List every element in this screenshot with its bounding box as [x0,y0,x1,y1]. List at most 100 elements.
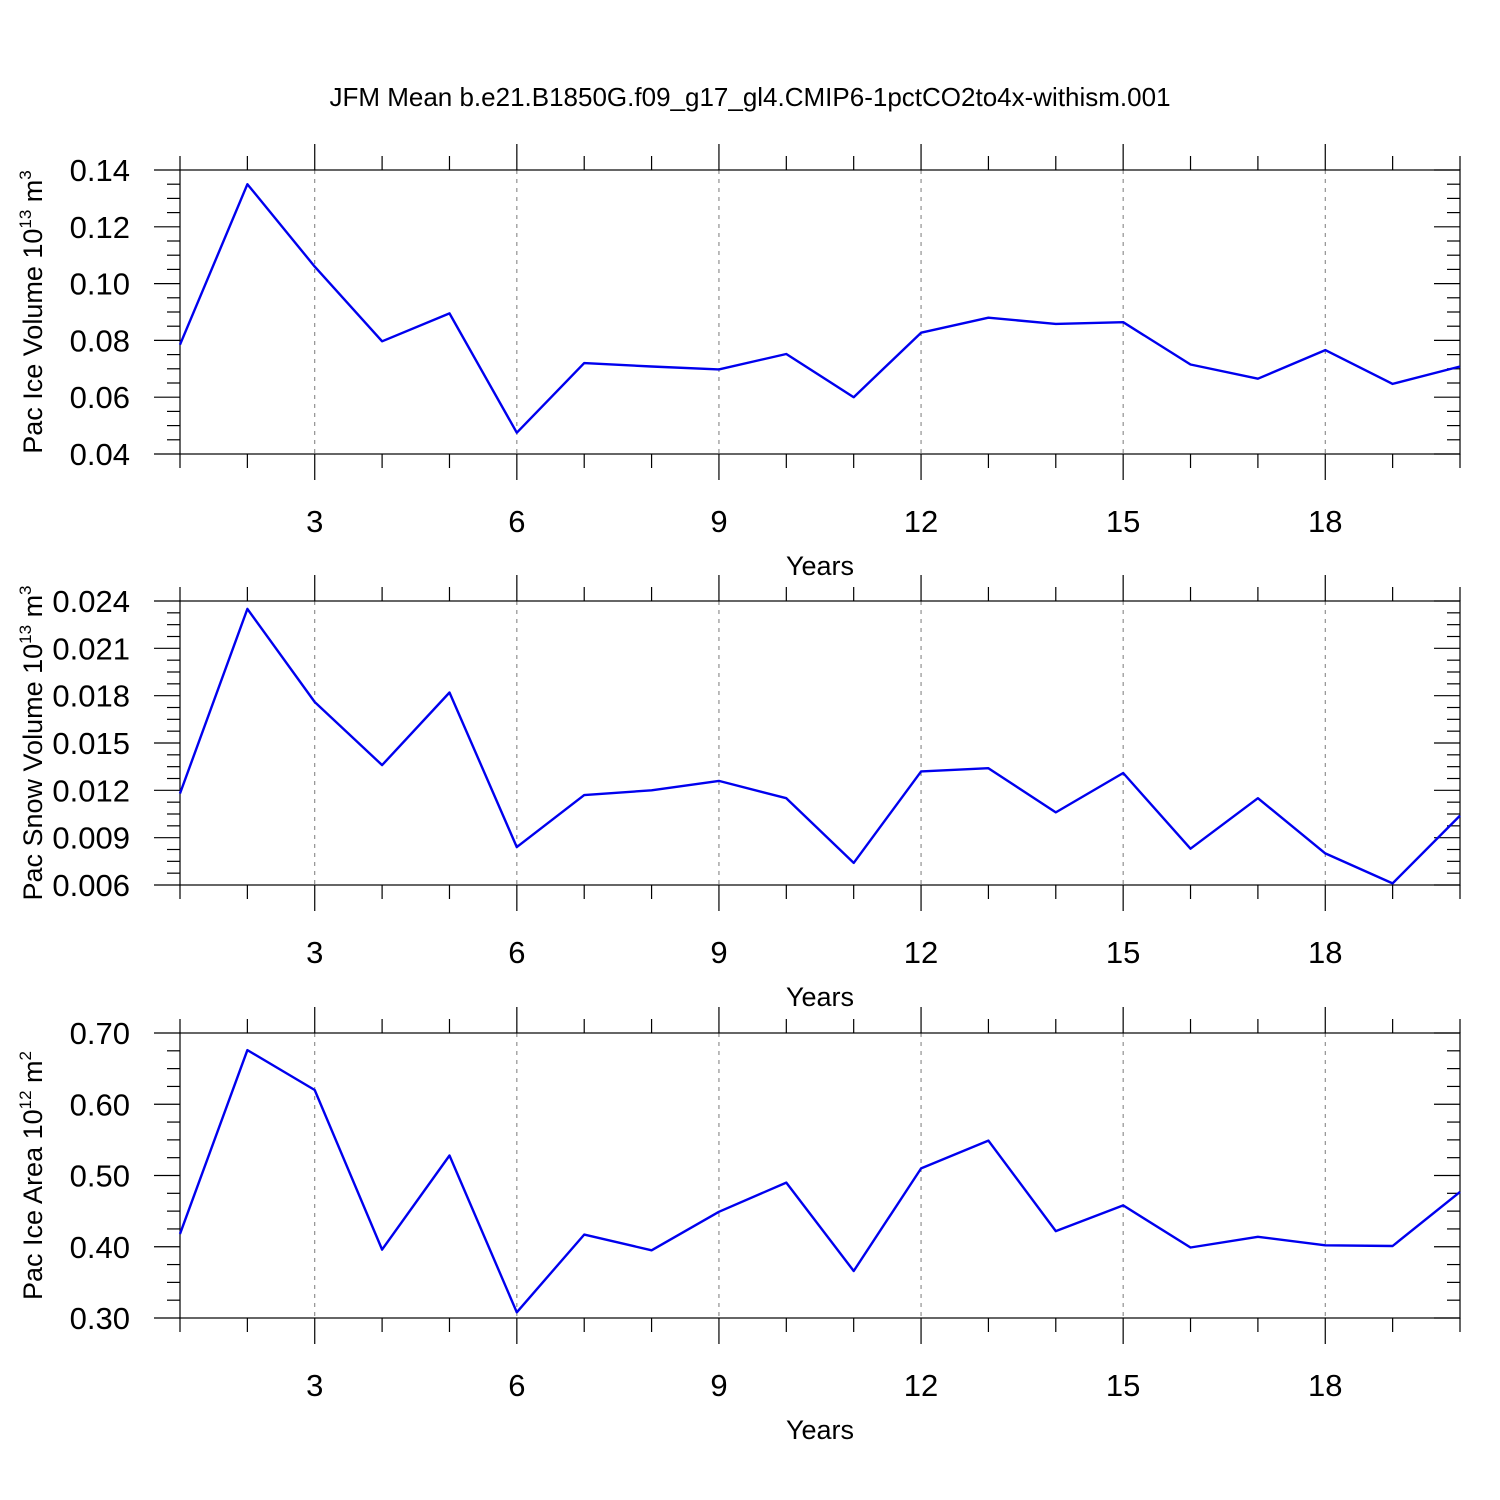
data-point [178,1232,182,1236]
x-tick-label: 12 [904,504,938,539]
x-tick-label: 6 [508,504,525,539]
data-point [1121,1203,1125,1207]
y-tick-label: 0.024 [52,584,130,619]
y-tick-label: 0.04 [70,437,130,472]
y-tick-label: 0.021 [52,631,130,666]
x-axis-label: Years [786,551,854,581]
x-tick-label: 9 [710,504,727,539]
y-tick-label: 0.018 [52,679,130,714]
data-point [1054,322,1058,326]
data-point [986,766,990,770]
x-tick-label: 15 [1106,504,1140,539]
data-point [1391,382,1395,386]
data-point [784,352,788,356]
data-point [650,1248,654,1252]
data-point [1458,1190,1462,1194]
y-tick-label: 0.08 [70,323,130,358]
data-point [582,793,586,797]
data-point [986,1139,990,1143]
x-tick-label: 3 [306,504,323,539]
x-axis-label: Years [786,1415,854,1445]
x-tick-label: 12 [904,1368,938,1403]
data-point [582,361,586,365]
data-point [784,796,788,800]
y-tick-label: 0.015 [52,726,130,761]
data-point [380,763,384,767]
y-tick-label: 0.06 [70,380,130,415]
y-tick-label: 0.006 [52,868,130,903]
y-tick-label: 0.10 [70,267,130,302]
y-axis-label-text: Pac Ice Area 10 [18,1109,48,1300]
plot-frame [179,169,1461,455]
data-point [1323,348,1327,352]
series-line [178,1048,1461,1314]
x-tick-label: 6 [508,935,525,970]
series-line [178,182,1461,434]
data-point [650,788,654,792]
data-point [717,367,721,371]
data-point [717,779,721,783]
data-point [1256,377,1260,381]
data-point [447,311,451,315]
y-axis-label-unit-exponent: 3 [16,170,35,179]
data-point [245,1048,249,1052]
y-axis-label-exponent: 13 [16,625,35,644]
data-point [717,1210,721,1214]
y-tick-label: 0.50 [70,1159,130,1194]
panel-1: 3 6 9 12 15 18 Years 0.04 0.06 0.08 0.10 0.12 0.14 Pa… [16,144,1461,581]
y-tick-label: 0.012 [52,773,130,808]
data-point [919,331,923,335]
data-point [1054,810,1058,814]
data-point [1458,814,1462,818]
x-tick-label: 15 [1106,935,1140,970]
data-point [1391,1244,1395,1248]
y-axis-label-unit-exponent: 2 [16,1051,35,1060]
data-point [178,791,182,795]
data-point [1323,851,1327,855]
x-tick-label: 6 [508,1368,525,1403]
data-point [447,1154,451,1158]
y-axis-label-unit: m [18,180,48,210]
y-axis-label-unit: m [18,595,48,625]
data-point [650,365,654,369]
x-tick-label: 3 [306,1368,323,1403]
panels: 3 6 9 12 15 18 Years 0.04 0.06 0.08 0.10 0.12 0.14 Pa… [16,144,1462,1445]
x-tick-label: 12 [904,935,938,970]
y-tick-label: 0.14 [70,153,130,188]
data-point [1121,771,1125,775]
y-axis-label: Pac Ice Area 1012 m2 [16,1051,48,1300]
data-point [380,1248,384,1252]
y-tick-label: 0.60 [70,1087,130,1122]
y-axis-label-unit: m [18,1060,48,1090]
y-tick-label: 0.70 [70,1016,130,1051]
data-point [313,1088,317,1092]
data-point [313,700,317,704]
x-tick-label: 18 [1308,504,1342,539]
data-point [515,845,519,849]
plot-frame [179,1032,1461,1319]
data-point [1054,1229,1058,1233]
x-tick-label: 18 [1308,1368,1342,1403]
y-tick-label: 0.30 [70,1301,130,1336]
data-point [1391,881,1395,885]
y-axis-label-exponent: 12 [16,1090,35,1109]
data-point [1189,1245,1193,1249]
y-axis-label: Pac Ice Volume 1013 m3 [16,170,48,454]
data-point [245,182,249,186]
data-point [515,1310,519,1314]
x-tick-label: 9 [710,1368,727,1403]
y-axis-label-text: Pac Ice Volume 10 [18,229,48,454]
data-point [1256,796,1260,800]
y-axis-label-unit-exponent: 3 [16,585,35,594]
x-tick-label: 18 [1308,935,1342,970]
plot-frame [179,600,1461,886]
data-point [919,1166,923,1170]
data-point [852,1269,856,1273]
series-line [178,607,1461,885]
data-point [380,339,384,343]
data-point [447,691,451,695]
y-tick-label: 0.009 [52,821,130,856]
data-point [919,769,923,773]
data-point [784,1181,788,1185]
